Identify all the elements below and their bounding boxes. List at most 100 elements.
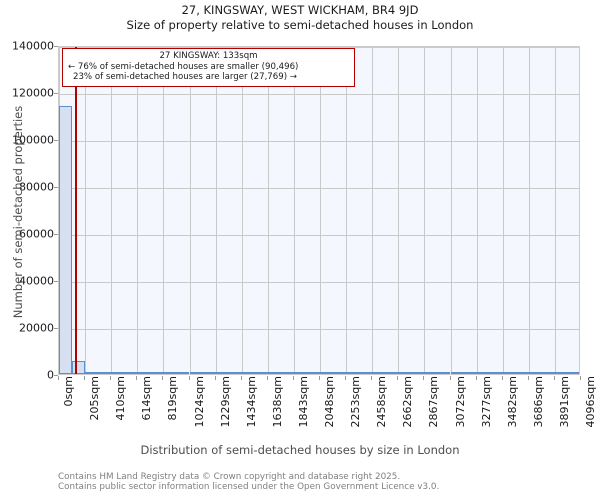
histogram-bar (450, 372, 464, 374)
x-tick-label: 614sqm (140, 376, 154, 421)
histogram-bar (411, 372, 425, 374)
annotation-line-property: 27 KINGSWAY: 133sqm (159, 51, 258, 61)
histogram-bar (333, 372, 347, 374)
histogram-bar (111, 372, 125, 374)
histogram-bar (372, 372, 386, 374)
x-tick-label: 1843sqm (296, 376, 310, 428)
gridline-horizontal (59, 94, 579, 95)
x-tick-label: 2458sqm (375, 376, 389, 428)
x-tick-label: 1024sqm (192, 376, 206, 428)
x-tick-mark (188, 376, 190, 380)
plot-area (58, 46, 580, 375)
y-tick-label: 20000 (19, 321, 54, 335)
histogram-bar (489, 372, 503, 374)
gridline-vertical (268, 47, 269, 374)
histogram-bar (398, 372, 412, 374)
histogram-bar (385, 372, 399, 374)
histogram-bar (267, 372, 281, 374)
histogram-bar (476, 372, 490, 374)
footer-line-2: Contains public sector information licen… (58, 482, 440, 492)
x-axis: 0sqm 205sqm 410sqm 614sqm 819sqm 1024sqm 1229s… (0, 376, 600, 446)
y-tick-label: 0 (47, 368, 54, 382)
x-tick-mark (580, 376, 581, 380)
y-tick-mark (54, 187, 58, 188)
y-tick-mark (54, 93, 58, 94)
histogram-bar (320, 372, 334, 374)
y-tick-label: 80000 (19, 180, 54, 194)
x-tick-label: 3277sqm (479, 376, 493, 428)
y-axis: 0 20000 40000 60000 80000 100000 120000 140000 (0, 0, 58, 500)
x-tick-mark (319, 376, 320, 380)
x-tick-label: 2867sqm (427, 376, 441, 428)
gridline-vertical (163, 47, 164, 374)
histogram-bar (424, 372, 438, 374)
gridline-horizontal (59, 47, 579, 48)
gridline-vertical (398, 47, 399, 374)
x-tick-mark (58, 376, 59, 380)
histogram-bar (124, 372, 138, 374)
y-tick-mark (54, 281, 58, 282)
histogram-bar (163, 372, 177, 374)
x-tick-mark (553, 376, 555, 380)
gridline-vertical (320, 47, 321, 374)
histogram-bar (463, 372, 477, 374)
histogram-bar (293, 372, 307, 374)
histogram-bar (189, 372, 203, 374)
histogram-bar (254, 372, 268, 374)
gridline-vertical (190, 47, 191, 374)
x-tick-mark (162, 376, 164, 380)
histogram-bar (541, 372, 555, 374)
histogram-bar (554, 372, 568, 374)
histogram-bar (502, 372, 516, 374)
x-tick-mark (449, 376, 451, 380)
x-tick-label: 1229sqm (218, 376, 232, 428)
property-size-marker-line (74, 47, 77, 374)
histogram-bar (202, 372, 216, 374)
x-tick-mark (292, 376, 294, 380)
gridline-horizontal (59, 329, 579, 330)
gridline-vertical (137, 47, 138, 374)
x-tick-label: 3891sqm (557, 376, 571, 428)
x-tick-mark (501, 376, 503, 380)
x-tick-mark (423, 376, 425, 380)
x-tick-label: 1434sqm (244, 376, 258, 428)
gridline-vertical (216, 47, 217, 374)
histogram-bar (150, 372, 164, 374)
x-tick-label: 2253sqm (349, 376, 363, 428)
x-tick-mark (110, 376, 112, 380)
y-tick-mark (54, 234, 58, 235)
histogram-bar (280, 372, 294, 374)
gridline-horizontal (59, 188, 579, 189)
histogram-bar (241, 372, 255, 374)
x-tick-label: 410sqm (114, 376, 128, 421)
x-tick-mark (475, 376, 477, 380)
footer-attribution: Contains HM Land Registry data © Crown c… (58, 472, 598, 492)
x-axis-title: Distribution of semi-detached houses by … (140, 443, 460, 457)
annotation-line-smaller: ← 76% of semi-detached houses are smalle… (68, 61, 299, 72)
histogram-bar (137, 372, 151, 374)
chart-title-block: 27, KINGSWAY, WEST WICKHAM, BR4 9JD Size… (0, 3, 600, 33)
gridline-vertical (372, 47, 373, 374)
histogram-bar (176, 372, 190, 374)
gridline-vertical (294, 47, 295, 374)
gridline-vertical (242, 47, 243, 374)
gridline-vertical (111, 47, 112, 374)
x-tick-label: 819sqm (166, 376, 180, 421)
y-tick-label: 100000 (12, 133, 54, 147)
x-tick-mark (397, 376, 399, 380)
y-tick-mark (54, 140, 58, 141)
histogram-bar (98, 372, 112, 374)
histogram-bar (437, 372, 451, 374)
y-tick-mark (54, 46, 58, 47)
x-tick-label: 0sqm (62, 376, 75, 407)
y-tick-label: 60000 (19, 227, 54, 241)
gridline-vertical (424, 47, 425, 374)
histogram-bar (228, 372, 242, 374)
x-tick-mark (266, 376, 268, 380)
y-tick-label: 40000 (19, 274, 54, 288)
histogram-bar (359, 372, 373, 374)
gridline-vertical (477, 47, 478, 374)
y-axis-title: Number of semi-detached properties (11, 105, 25, 319)
x-tick-mark (345, 376, 347, 380)
